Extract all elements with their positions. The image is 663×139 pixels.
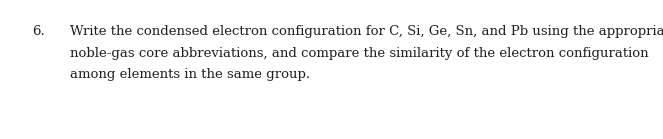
Text: among elements in the same group.: among elements in the same group. xyxy=(70,68,310,81)
Text: Write the condensed electron configuration for C, Si, Ge, Sn, and Pb using the a: Write the condensed electron configurati… xyxy=(70,25,663,38)
Text: noble-gas core abbreviations, and compare the similarity of the electron configu: noble-gas core abbreviations, and compar… xyxy=(70,47,648,60)
Text: 6.: 6. xyxy=(32,25,44,38)
